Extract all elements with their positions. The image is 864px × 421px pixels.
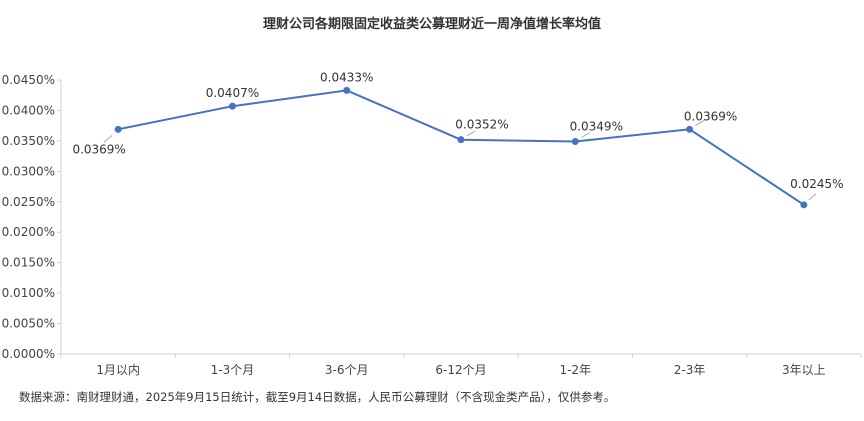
x-tick-label: 3年以上 bbox=[782, 363, 826, 377]
data-label: 0.0349% bbox=[570, 119, 623, 133]
label-leader bbox=[695, 120, 705, 126]
chart-title: 理财公司各期限固定收益类公募理财近一周净值增长率均值 bbox=[262, 17, 601, 32]
y-tick-label: 0.0100% bbox=[2, 286, 55, 300]
data-point bbox=[114, 125, 122, 133]
series-line bbox=[117, 89, 805, 206]
y-tick-label: 0.0400% bbox=[2, 103, 55, 117]
data-label: 0.0407% bbox=[206, 86, 259, 100]
y-tick-label: 0.0350% bbox=[2, 134, 55, 148]
x-tick-label: 1月以内 bbox=[96, 363, 140, 377]
label-leader bbox=[808, 193, 817, 201]
y-tick-label: 0.0450% bbox=[2, 73, 55, 87]
y-tick-label: 0.0000% bbox=[2, 347, 55, 361]
chart-axes: 0.0000% 0.0050% 0.0100% 0.0150% 0.0200% 0.025… bbox=[2, 73, 862, 377]
data-point bbox=[571, 137, 579, 145]
label-leader bbox=[466, 130, 476, 137]
y-tick-label: 0.0200% bbox=[2, 225, 55, 239]
y-tick-label: 0.0250% bbox=[2, 195, 55, 209]
data-label: 0.0433% bbox=[320, 70, 373, 84]
data-point bbox=[228, 102, 236, 110]
data-label: 0.0352% bbox=[455, 118, 508, 132]
x-tick-label: 1-2年 bbox=[559, 363, 591, 377]
x-tick-label: 1-3个月 bbox=[211, 363, 255, 377]
label-leader bbox=[103, 134, 113, 143]
chart-series bbox=[114, 86, 808, 209]
data-label: 0.0245% bbox=[790, 177, 843, 191]
y-tick-label: 0.0050% bbox=[2, 317, 55, 331]
data-point bbox=[800, 201, 808, 209]
data-label: 0.0369% bbox=[684, 109, 737, 123]
data-labels: 0.0369% 0.0407% 0.0433% 0.0352% 0.0349% 0.036… bbox=[72, 70, 844, 201]
data-point bbox=[686, 125, 694, 133]
label-leader bbox=[581, 132, 590, 138]
data-label: 0.0369% bbox=[72, 142, 125, 156]
x-tick-label: 3-6个月 bbox=[325, 363, 369, 377]
x-tick-label: 6-12个月 bbox=[435, 363, 486, 377]
y-tick-label: 0.0150% bbox=[2, 256, 55, 270]
data-point bbox=[343, 86, 351, 94]
x-tick-label: 2-3年 bbox=[674, 363, 706, 377]
data-point bbox=[457, 136, 465, 144]
y-tick-label: 0.0300% bbox=[2, 164, 55, 178]
source-note: 数据来源：南财理财通，2025年9月15日统计，截至9月14日数据，人民币公募理… bbox=[19, 390, 616, 404]
